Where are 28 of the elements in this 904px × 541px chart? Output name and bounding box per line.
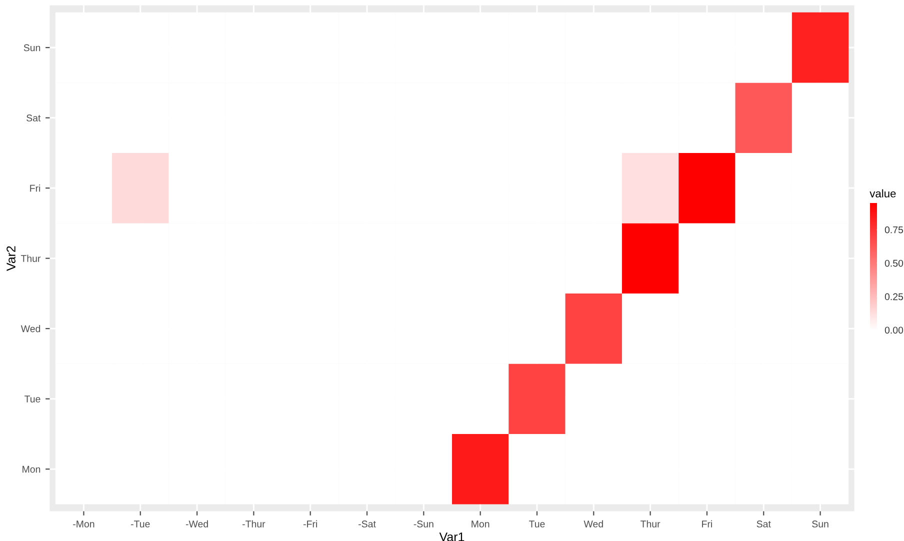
x-tick-label: Sun xyxy=(812,520,828,528)
x-tick-label: Tue xyxy=(529,520,545,528)
x-tick-label: Wed xyxy=(584,520,603,528)
x-tick-label: -Thur xyxy=(242,520,266,528)
color-bar-title: value xyxy=(870,189,896,198)
color-bar-label: 0.25 xyxy=(884,293,904,300)
y-tick-label: Sat xyxy=(26,114,41,122)
y-tick-label: Mon xyxy=(22,466,40,473)
x-tick-label: Thur xyxy=(640,520,660,528)
color-bar-label: 0.00 xyxy=(884,326,904,334)
x-tick-label: Sat xyxy=(756,520,771,528)
y-tick-label: Fri xyxy=(30,184,40,192)
x-tick-label: Mon xyxy=(472,520,490,528)
x-tick-label: -Tue xyxy=(130,520,150,528)
y-tick-label: Thur xyxy=(20,254,41,262)
y-tick-label: Tue xyxy=(24,396,40,402)
x-tick-label: Fri xyxy=(702,520,712,528)
y-tick-label: Sun xyxy=(24,44,40,52)
x-tick-label: -Wed xyxy=(186,520,208,528)
x-tick-label: -Sat xyxy=(358,520,376,528)
y-tick-label: Wed xyxy=(20,325,40,332)
x-tick-label: -Mon xyxy=(73,520,94,528)
color-bar-label: 0.75 xyxy=(884,226,904,234)
x-tick-label: -Fri xyxy=(303,520,317,528)
color-bar-label: 0.50 xyxy=(884,260,904,267)
y-axis-title: Var2 xyxy=(6,246,16,272)
x-axis-title: Var1 xyxy=(439,532,464,541)
x-tick-label: -Sun xyxy=(414,520,434,528)
